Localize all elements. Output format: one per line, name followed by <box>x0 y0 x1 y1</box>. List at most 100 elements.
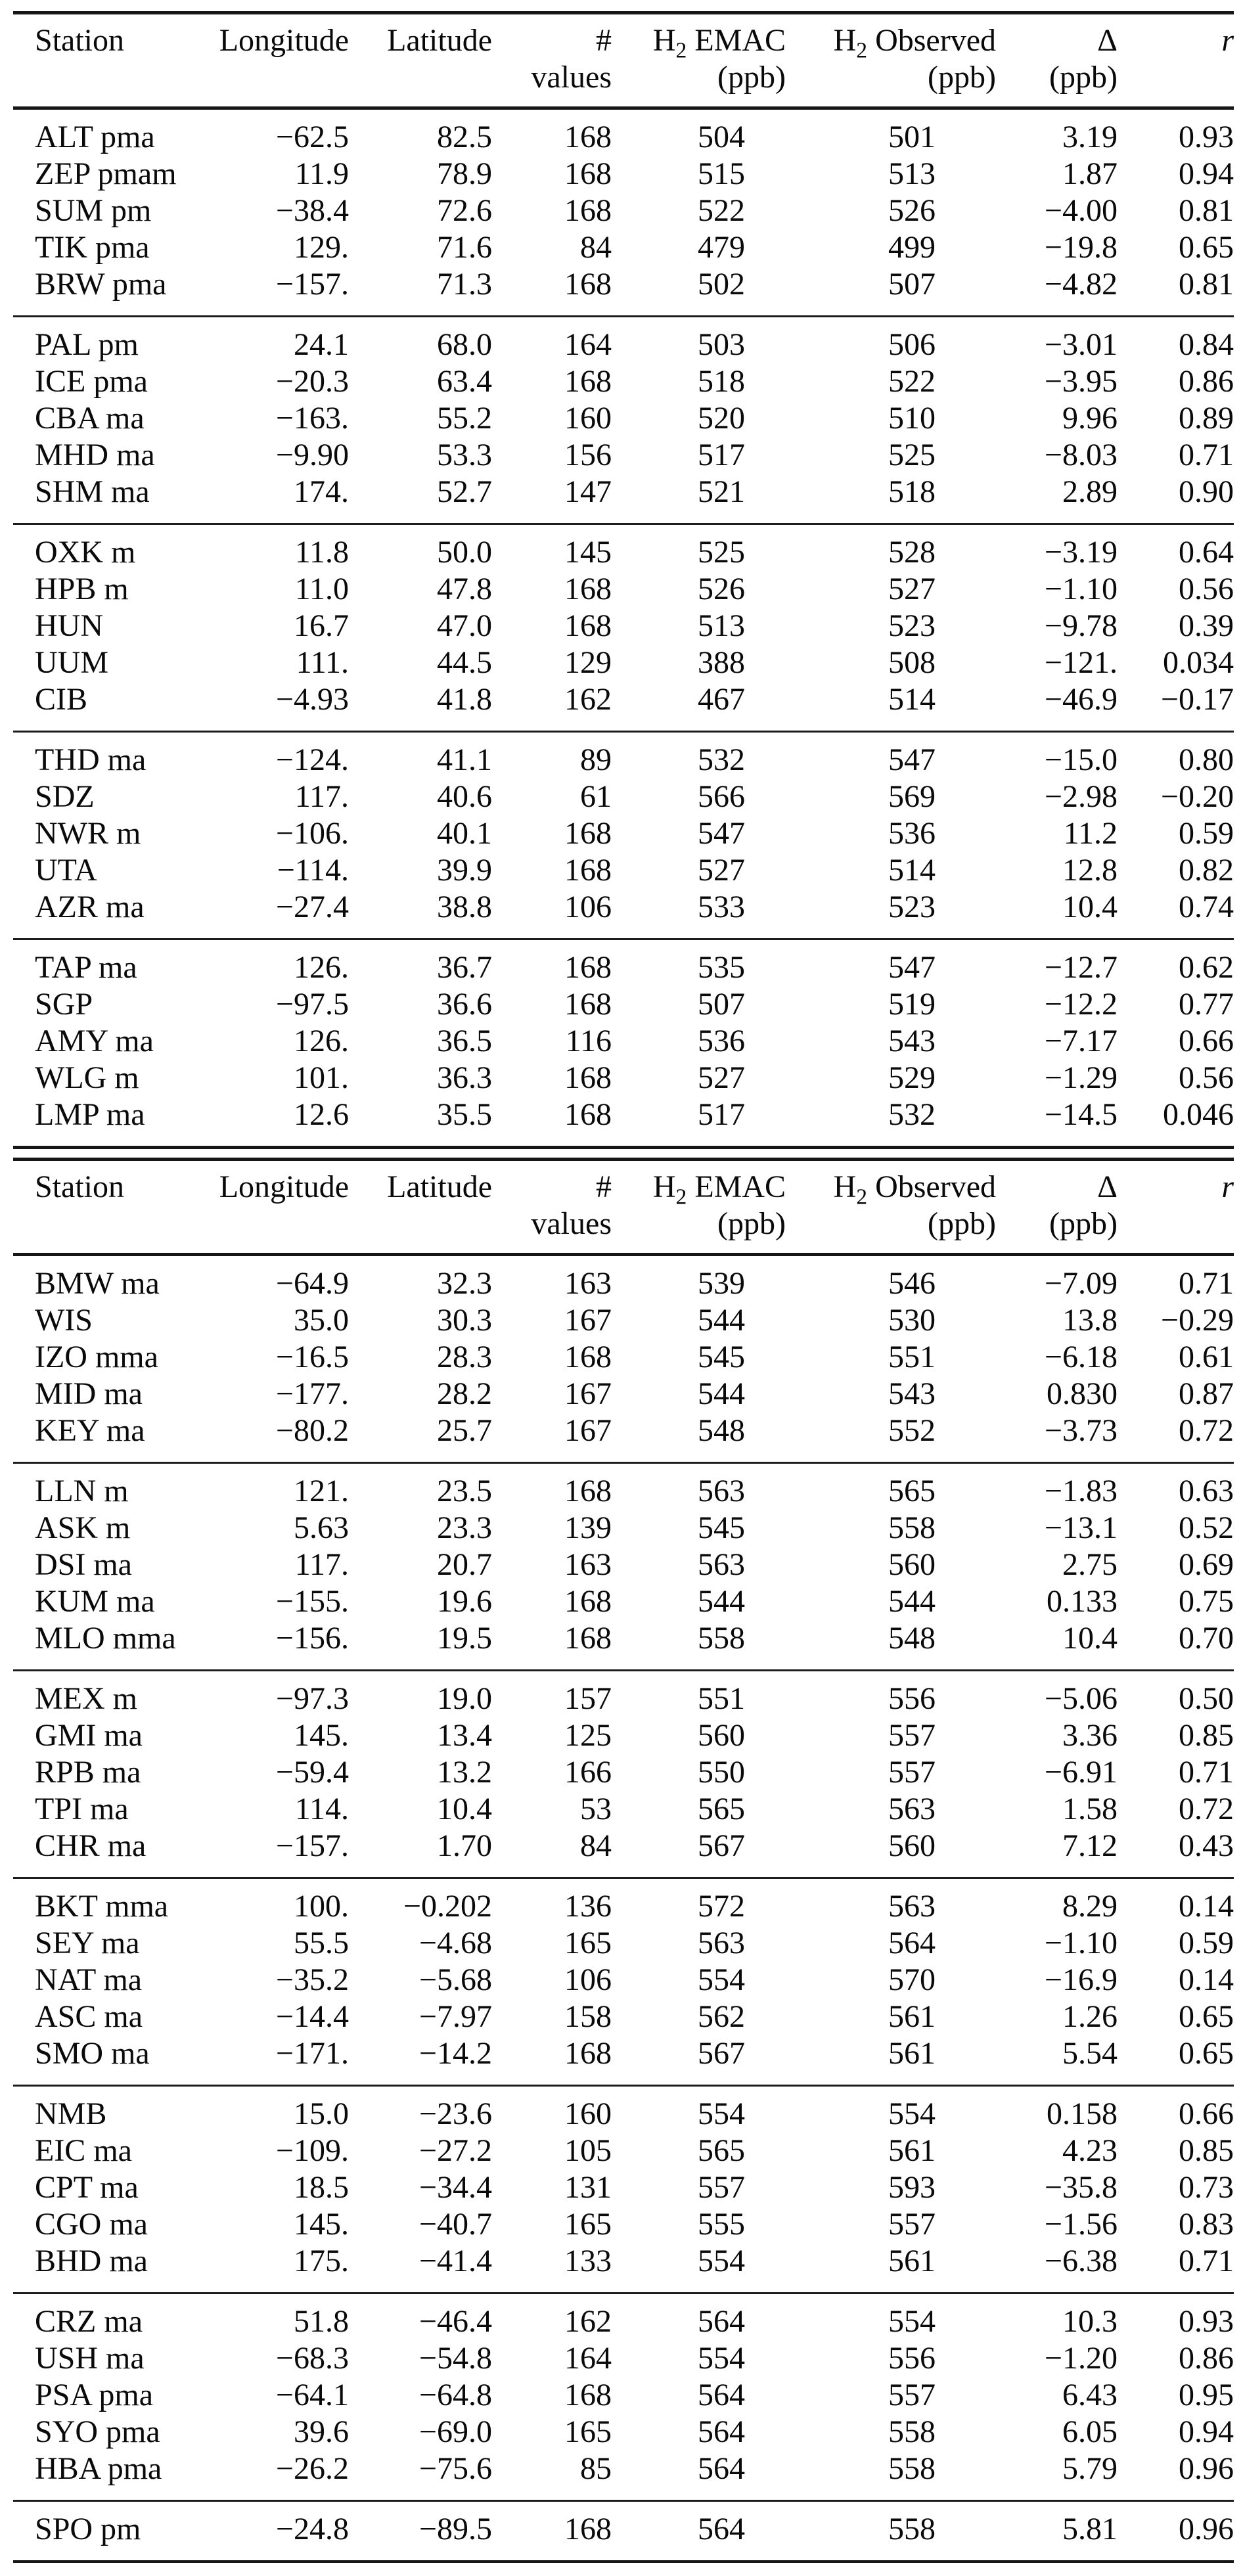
table-row: LLN m 121. 23.5 168 563 565 −1.83 0.63 <box>13 1463 1234 1510</box>
r-cell: 0.56 <box>1179 1060 1234 1095</box>
h2-emac-cell: 544 <box>698 1376 745 1411</box>
station-cell: KUM ma <box>35 1584 155 1619</box>
delta-cell: −3.95 <box>1044 364 1118 399</box>
n-values-cell: 165 <box>564 2207 612 2242</box>
col-header-delta: Δ <box>1097 23 1118 58</box>
r-cell: 0.85 <box>1179 2133 1234 2168</box>
table-row: SYO pma 39.6 −69.0 165 564 558 6.05 0.94 <box>13 2414 1234 2451</box>
table-header: Station Longitude Latitude # H2 EMAC H2 … <box>13 1160 1234 1255</box>
delta-cell: −12.2 <box>1044 987 1118 1022</box>
station-cell: UTA <box>35 853 97 888</box>
delta-cell: −16.9 <box>1044 1962 1118 1997</box>
n-values-cell: 163 <box>564 1547 612 1582</box>
h2-emac-cell: 545 <box>698 1340 745 1374</box>
table-row: KUM ma −155. 19.6 168 544 544 0.133 0.75 <box>13 1583 1234 1620</box>
latitude-cell: 19.5 <box>437 1621 492 1656</box>
h2-observed-cell: 558 <box>888 2451 936 2486</box>
observed-label: Observed <box>867 1169 996 1204</box>
latitude-cell: 19.0 <box>437 1681 492 1716</box>
delta-cell: 0.133 <box>1047 1584 1118 1619</box>
latitude-cell: 36.5 <box>437 1024 492 1058</box>
delta-cell: 4.23 <box>1062 2133 1118 2168</box>
latitude-cell: 53.3 <box>437 438 492 472</box>
h2-emac-cell: 545 <box>698 1510 745 1545</box>
delta-cell: 7.12 <box>1062 1828 1118 1863</box>
longitude-cell: 5.63 <box>294 1510 349 1545</box>
latitude-cell: 47.8 <box>437 572 492 606</box>
delta-cell: −13.1 <box>1044 1510 1118 1545</box>
delta-cell: 0.158 <box>1047 2096 1118 2131</box>
latitude-cell: −69.0 <box>418 2414 492 2449</box>
r-cell: 0.65 <box>1179 2036 1234 2071</box>
latitude-cell: 25.7 <box>437 1413 492 1448</box>
col-header-station: Station <box>35 23 125 58</box>
h2-emac-cell: 555 <box>698 2207 745 2242</box>
longitude-cell: −124. <box>275 742 349 777</box>
table-row: SEY ma 55.5 −4.68 165 563 564 −1.10 0.59 <box>13 1925 1234 1962</box>
table-row: PAL pm 24.1 68.0 164 503 506 −3.01 0.84 <box>13 317 1234 364</box>
h2-emac-cell: 503 <box>698 327 745 362</box>
station-group: OXK m 11.8 50.0 145 525 528 −3.19 0.64 HPB m 11.0… <box>13 524 1234 732</box>
n-values-cell: 160 <box>564 2096 612 2131</box>
h2-observed-cell: 543 <box>888 1024 936 1058</box>
station-cell: CHR ma <box>35 1828 147 1863</box>
latitude-cell: 82.5 <box>437 120 492 154</box>
col-header-r: r <box>1221 1169 1234 1204</box>
station-cell: SGP <box>35 987 93 1022</box>
latitude-cell: 36.7 <box>437 950 492 985</box>
longitude-cell: 12.6 <box>294 1097 349 1132</box>
table-row: SHM ma 174. 52.7 147 521 518 2.89 0.90 <box>13 474 1234 524</box>
station-cell: ASK m <box>35 1510 131 1545</box>
h2-subscript: 2 <box>856 38 868 63</box>
r-cell: 0.034 <box>1163 645 1234 680</box>
h2-emac-cell: 532 <box>698 742 745 777</box>
r-cell: 0.64 <box>1179 535 1234 570</box>
table-row: CIB −4.93 41.8 162 467 514 −46.9 −0.17 <box>13 681 1234 732</box>
h2-emac-cell: 551 <box>698 1681 745 1716</box>
latitude-cell: 23.5 <box>437 1474 492 1508</box>
delta-cell: 1.58 <box>1062 1792 1118 1826</box>
h2-emac-cell: 507 <box>698 987 745 1022</box>
h2-observed-cell: 506 <box>888 327 936 362</box>
station-cell: LLN m <box>35 1474 129 1508</box>
longitude-cell: −156. <box>275 1621 349 1656</box>
table-row: DSI ma 117. 20.7 163 563 560 2.75 0.69 <box>13 1547 1234 1583</box>
col-header-h2-emac: H2 EMAC <box>612 1160 786 1208</box>
h2-emac-cell: 554 <box>698 1962 745 1997</box>
delta-cell: 9.96 <box>1062 401 1118 436</box>
station-table-part2: Station Longitude Latitude # H2 EMAC H2 … <box>13 1158 1234 2563</box>
h2-observed-cell: 508 <box>888 645 936 680</box>
latitude-cell: 23.3 <box>437 1510 492 1545</box>
latitude-cell: 20.7 <box>437 1547 492 1582</box>
delta-cell: −3.19 <box>1044 535 1118 570</box>
h2-emac-cell: 566 <box>698 779 745 814</box>
table-row: IZO mma −16.5 28.3 168 545 551 −6.18 0.61 <box>13 1339 1234 1376</box>
col-header-r: r <box>1221 23 1234 58</box>
station-cell: SYO pma <box>35 2414 160 2449</box>
latitude-cell: −41.4 <box>418 2244 492 2278</box>
h2-observed-cell: 523 <box>888 890 936 924</box>
h2-observed-cell: 563 <box>888 1889 936 1924</box>
n-values-cell: 136 <box>564 1889 612 1924</box>
latitude-cell: −40.7 <box>418 2207 492 2242</box>
table-row: ALT pma −62.5 82.5 168 504 501 3.19 0.93 <box>13 108 1234 156</box>
h2-observed-cell: 570 <box>888 1962 936 1997</box>
table-row: NWR m −106. 40.1 168 547 536 11.2 0.59 <box>13 815 1234 852</box>
table-row: TPI ma 114. 10.4 53 565 563 1.58 0.72 <box>13 1791 1234 1828</box>
delta-cell: 1.26 <box>1062 1999 1118 2034</box>
table-row: LMP ma 12.6 35.5 168 517 532 −14.5 0.046 <box>13 1096 1234 1148</box>
longitude-cell: −163. <box>275 401 349 436</box>
n-values-cell: 165 <box>564 2414 612 2449</box>
col-header-observed-unit: (ppb) <box>928 1206 996 1241</box>
r-cell: 0.61 <box>1179 1340 1234 1374</box>
header-row-1: Station Longitude Latitude # H2 EMAC H2 … <box>13 13 1234 63</box>
latitude-cell: −5.68 <box>418 1962 492 1997</box>
latitude-cell: 78.9 <box>437 156 492 191</box>
station-group: TAP ma 126. 36.7 168 535 547 −12.7 0.62 SGP −97.5… <box>13 939 1234 1148</box>
table-row: GMI ma 145. 13.4 125 560 557 3.36 0.85 <box>13 1717 1234 1754</box>
table-row: SMO ma −171. −14.2 168 567 561 5.54 0.65 <box>13 2035 1234 2086</box>
r-cell: 0.39 <box>1179 608 1234 643</box>
h2-emac-cell: 479 <box>698 230 745 265</box>
delta-cell: −1.10 <box>1044 572 1118 606</box>
table-row: HBA pma −26.2 −75.6 85 564 558 5.79 0.96 <box>13 2451 1234 2501</box>
